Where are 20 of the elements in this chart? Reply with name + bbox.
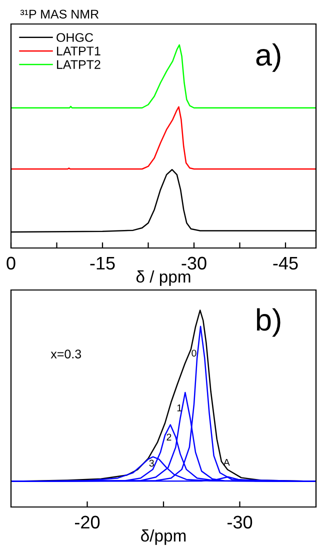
x-axis-title: δ/ppm [141,529,186,545]
annotation: a) [256,43,280,72]
x-tick-label: -15 [90,256,115,270]
x-tick-label: 0 [6,256,16,270]
x-tick-label: -20 [75,516,100,529]
x-tick-label: -30 [228,516,252,529]
legend-label: LATPT2 [57,60,100,69]
x-tick-label: -45 [273,256,298,270]
chart-title: ³¹P MAS NMR [20,10,99,19]
annotation: b) [256,308,280,337]
x-axis-title: δ / ppm [136,270,190,286]
annotation: A [223,458,230,466]
annotation: 1 [177,404,182,412]
legend-label: LATPT1 [57,46,100,56]
annotation: x=0.3 [50,350,82,358]
annotation: 0 [192,350,196,357]
legend-label: OHGC [56,33,94,42]
x-tick-label: -30 [182,256,206,270]
annotation: 3 [149,460,154,467]
annotation: 2 [166,434,172,441]
